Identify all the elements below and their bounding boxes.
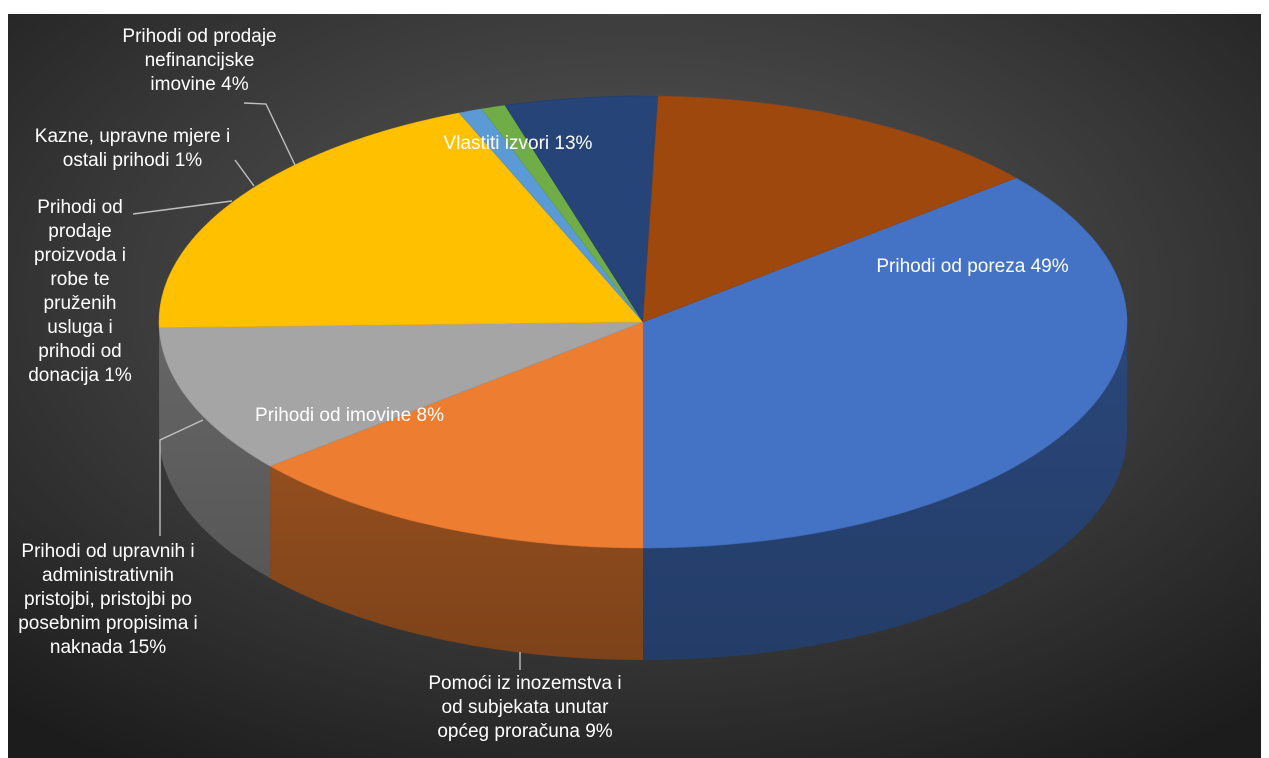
- leader-line-5: [234, 159, 255, 187]
- pie-slice-7: [642, 95, 1017, 323]
- pie-slice-1: [269, 321, 644, 549]
- pie-side-shade-1: [270, 466, 643, 660]
- slice-label-2: Prihodi od imovine 8%: [254, 405, 445, 426]
- leader-line-3: [159, 419, 204, 536]
- slice-label-1: Pomoći iz inozemstva i od subjekata unut…: [428, 673, 622, 742]
- pie-sides: [159, 322, 1127, 660]
- pie-side-shade-0: [643, 322, 1127, 660]
- slice-label-3: Prihodi od upravnih i administrativnih p…: [18, 541, 198, 658]
- slice-label-5: Kazne, upravne mjere i ostali prihodi 1%: [34, 126, 231, 171]
- leader-line-6: [243, 102, 296, 166]
- pie-top: [158, 95, 1128, 549]
- pie-slice-6: [504, 95, 659, 323]
- slice-label-4: Prihodi od prodaje proizvoda i robe te p…: [28, 197, 132, 386]
- slice-label-0: Prihodi od poreza 49%: [876, 256, 1069, 277]
- pie-slice-3: [158, 112, 644, 329]
- slice-label-6: Prihodi od prodaje nefinancijske imovine…: [122, 26, 277, 95]
- pie-slice-2: [158, 321, 644, 467]
- leader-line-4: [132, 200, 233, 215]
- leader-lines: [132, 102, 521, 670]
- slice-label-7: Vlastiti izvori 13%: [443, 133, 593, 154]
- pie-side-shade-2: [159, 327, 271, 579]
